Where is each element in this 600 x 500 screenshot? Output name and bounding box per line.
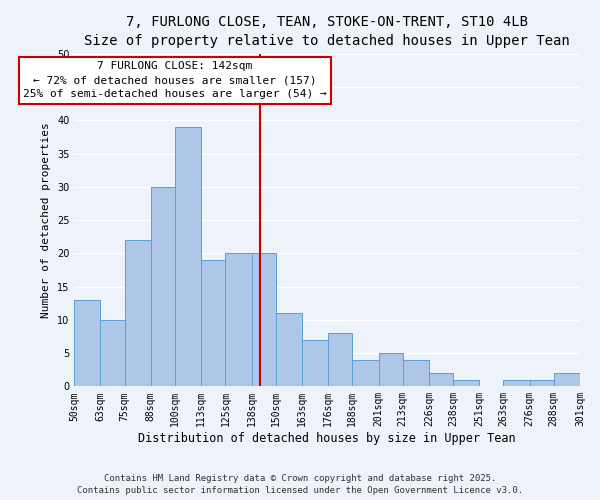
Bar xyxy=(201,260,226,386)
Bar xyxy=(453,380,479,386)
Bar xyxy=(530,380,554,386)
Bar xyxy=(226,254,251,386)
Bar xyxy=(74,300,100,386)
Bar xyxy=(175,127,201,386)
Bar xyxy=(251,254,276,386)
Bar xyxy=(328,333,352,386)
Y-axis label: Number of detached properties: Number of detached properties xyxy=(41,122,52,318)
Bar xyxy=(100,320,125,386)
Bar xyxy=(125,240,151,386)
Bar xyxy=(379,353,403,386)
Bar xyxy=(352,360,379,386)
Bar xyxy=(429,373,453,386)
Text: 7 FURLONG CLOSE: 142sqm
← 72% of detached houses are smaller (157)
25% of semi-d: 7 FURLONG CLOSE: 142sqm ← 72% of detache… xyxy=(23,62,327,100)
Bar xyxy=(554,373,580,386)
X-axis label: Distribution of detached houses by size in Upper Tean: Distribution of detached houses by size … xyxy=(139,432,516,445)
Bar xyxy=(503,380,530,386)
Bar xyxy=(403,360,429,386)
Title: 7, FURLONG CLOSE, TEAN, STOKE-ON-TRENT, ST10 4LB
Size of property relative to de: 7, FURLONG CLOSE, TEAN, STOKE-ON-TRENT, … xyxy=(84,15,570,48)
Bar xyxy=(302,340,328,386)
Bar xyxy=(151,187,175,386)
Text: Contains HM Land Registry data © Crown copyright and database right 2025.
Contai: Contains HM Land Registry data © Crown c… xyxy=(77,474,523,495)
Bar xyxy=(276,313,302,386)
